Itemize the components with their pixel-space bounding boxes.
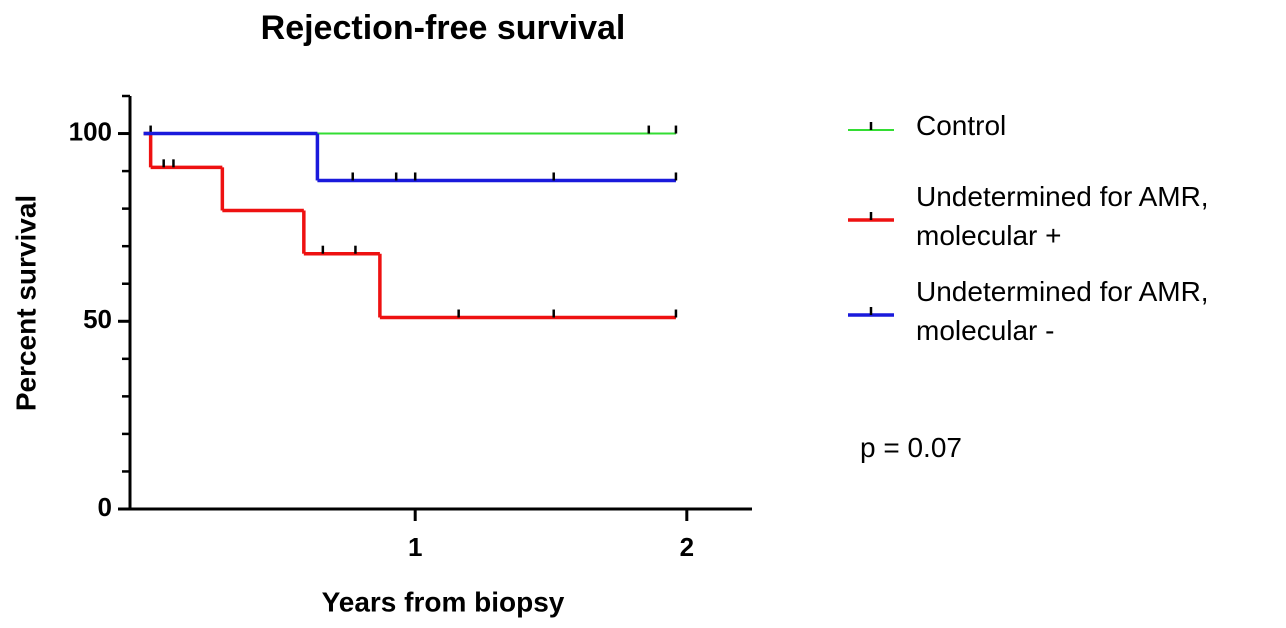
survival-curve (143, 131, 678, 320)
y-axis-label: Percent survival (10, 195, 41, 411)
x-tick-label: 1 (408, 532, 422, 562)
survival-curve (143, 131, 678, 183)
legend-swatch (848, 307, 894, 317)
x-axis-label: Years from biopsy (322, 586, 565, 617)
legend-label: Control (916, 110, 1007, 141)
legend-swatch (848, 212, 894, 222)
legend-label: Undetermined for AMR, molecular + (916, 181, 1209, 251)
legend-label: Undetermined for AMR, molecular - (916, 276, 1209, 346)
legend-item: Control (848, 106, 1276, 145)
annotation: p = 0.07 (860, 432, 962, 463)
y-tick-label: 0 (98, 492, 112, 522)
legend-item: Undetermined for AMR, molecular + (848, 177, 1276, 255)
chart-title: Rejection-free survival (261, 9, 626, 47)
y-tick-label: 50 (83, 304, 112, 334)
x-tick-label: 2 (680, 532, 694, 562)
legend-swatch (848, 121, 894, 131)
legend-item: Undetermined for AMR, molecular - (848, 272, 1276, 350)
y-tick-label: 100 (69, 116, 112, 146)
